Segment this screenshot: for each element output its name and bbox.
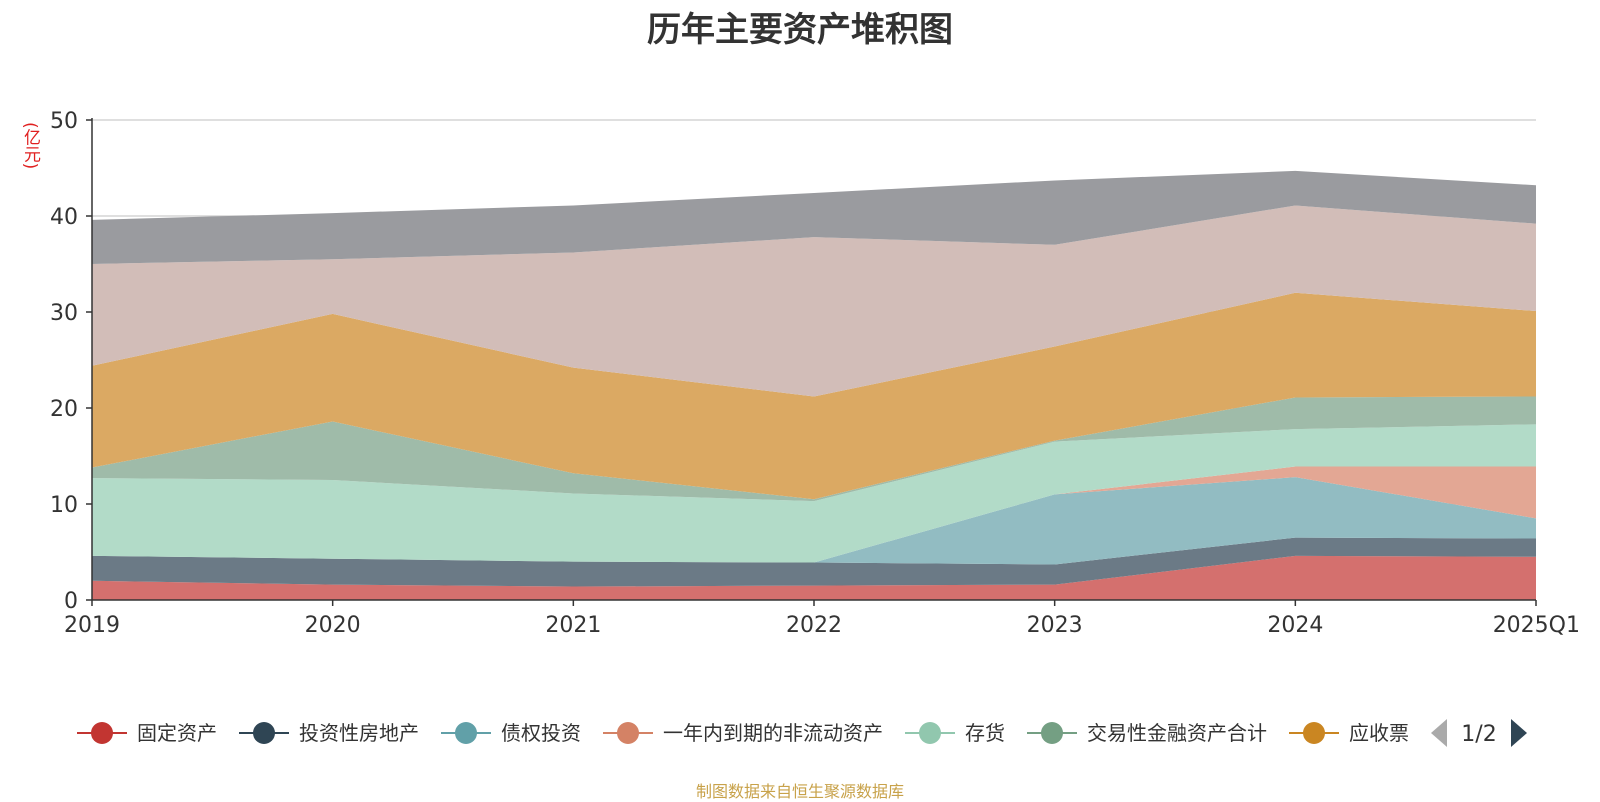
legend-marker-dot — [253, 722, 275, 744]
area-series-6 — [92, 396, 1536, 502]
area-series-2 — [92, 537, 1536, 587]
y-tick-label: 40 — [50, 205, 78, 230]
area-series-3 — [92, 477, 1536, 565]
y-axis-unit-label: (亿元) — [20, 122, 40, 170]
x-tick-label: 2021 — [545, 613, 601, 638]
x-tick-label: 2020 — [305, 613, 361, 638]
legend-item-label[interactable]: 应收票 — [1349, 721, 1409, 745]
legend-marker-dot — [91, 722, 113, 744]
y-tick-label: 10 — [50, 493, 78, 518]
legend-marker-dot — [617, 722, 639, 744]
x-tick-label: 2022 — [786, 613, 842, 638]
area-series-4 — [92, 466, 1536, 563]
legend-item-label[interactable]: 投资性房地产 — [299, 721, 419, 745]
x-tick-label: 2019 — [64, 613, 120, 638]
legend-marker-dot — [455, 722, 477, 744]
x-tick-label: 2024 — [1267, 613, 1323, 638]
legend-item-label[interactable]: 一年内到期的非流动资产 — [663, 721, 883, 745]
triangle-right-icon[interactable] — [1511, 719, 1527, 747]
area-series-1 — [92, 555, 1536, 600]
y-tick-label: 50 — [50, 109, 78, 134]
y-tick-label: 20 — [50, 397, 78, 422]
data-source-note: 制图数据来自恒生聚源数据库 — [695, 782, 904, 801]
x-tick-label: 2023 — [1027, 613, 1083, 638]
legend-item-label[interactable]: 存货 — [965, 721, 1005, 745]
legend-marker-dot — [1041, 722, 1063, 744]
y-tick-label: 30 — [50, 301, 78, 326]
y-tick-label: 0 — [64, 589, 78, 614]
legend-marker-dot — [919, 722, 941, 744]
area-series-5 — [92, 424, 1536, 563]
triangle-left-icon[interactable] — [1431, 719, 1447, 747]
area-series-7 — [92, 292, 1536, 500]
legend-item-label[interactable]: 债权投资 — [501, 721, 581, 745]
x-tick-label: 2025Q1 — [1493, 613, 1580, 638]
legend-item-label[interactable]: 固定资产 — [137, 721, 217, 745]
legend-page-indicator: 1/2 — [1461, 722, 1496, 747]
chart-title: 历年主要资产堆积图 — [647, 10, 953, 50]
area-series-8 — [92, 205, 1536, 397]
legend-marker-dot — [1303, 722, 1325, 744]
legend-item-label[interactable]: 交易性金融资产合计 — [1087, 721, 1267, 745]
area-series-9 — [92, 170, 1536, 264]
